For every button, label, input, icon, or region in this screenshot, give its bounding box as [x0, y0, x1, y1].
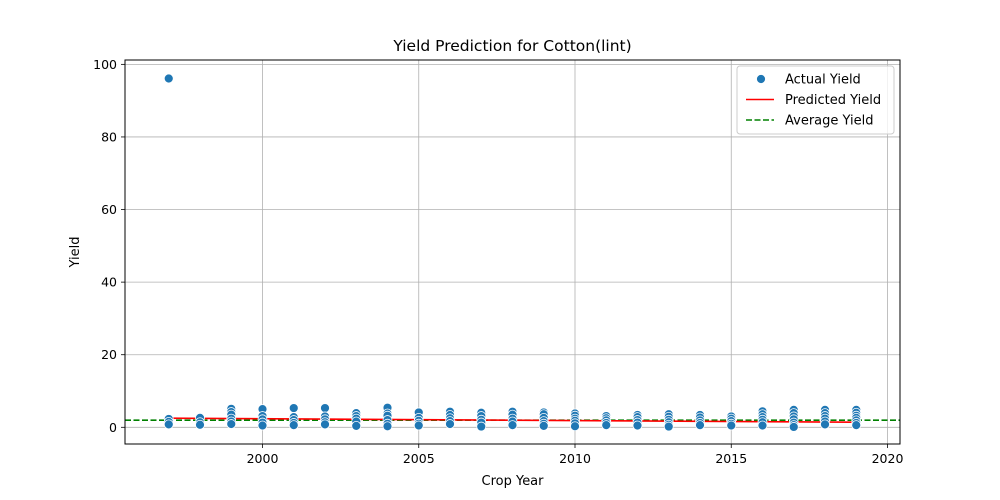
legend-actual-marker [756, 74, 766, 84]
actual-yield-point [382, 421, 393, 432]
actual-yield-point [663, 421, 674, 432]
y-tick-label: 60 [101, 202, 117, 217]
actual-yield-point [163, 419, 174, 430]
legend: Actual Yield Predicted Yield Average Yie… [736, 65, 895, 135]
plot-frame [124, 59, 901, 445]
chart-title: Yield Prediction for Cotton(lint) [392, 37, 631, 55]
actual-yield-points [163, 73, 862, 432]
actual-yield-point [445, 419, 455, 429]
actual-yield-point [163, 73, 174, 84]
x-tick-label: 2005 [403, 451, 435, 466]
actual-yield-point [320, 419, 330, 430]
actual-yield-point [820, 419, 830, 430]
actual-yield-point [288, 420, 299, 431]
y-axis-label: Yield [68, 237, 83, 269]
actual-yield-point [538, 420, 549, 431]
actual-yield-point [288, 403, 299, 413]
x-axis-ticks: 2000 2005 2010 2015 2020 [247, 444, 904, 466]
y-axis-ticks: 0 20 40 60 80 100 [93, 57, 125, 435]
actual-yield-point [351, 420, 362, 431]
actual-yield-point [413, 420, 424, 431]
legend-average-label: Average Yield [785, 114, 873, 129]
actual-yield-point [601, 420, 612, 431]
actual-yield-point [507, 420, 518, 431]
actual-yield-point [757, 420, 768, 431]
actual-yield-point [226, 419, 237, 429]
x-tick-label: 2020 [872, 451, 904, 466]
actual-yield-point [788, 422, 799, 432]
actual-yield-point [570, 421, 580, 432]
legend-predicted-label: Predicted Yield [785, 93, 881, 108]
x-tick-label: 2000 [247, 451, 279, 466]
y-tick-label: 80 [101, 129, 117, 144]
actual-yield-point [695, 420, 705, 431]
actual-yield-point [726, 420, 737, 431]
actual-yield-point [195, 419, 205, 430]
actual-yield-point [476, 421, 487, 432]
y-tick-label: 20 [101, 347, 117, 362]
actual-yield-point [851, 420, 862, 431]
y-tick-label: 40 [101, 275, 117, 290]
actual-yield-point [632, 420, 643, 431]
grid [125, 60, 900, 444]
legend-box [736, 65, 895, 135]
x-tick-label: 2010 [559, 451, 591, 466]
y-tick-label: 0 [109, 420, 117, 435]
x-tick-label: 2015 [715, 451, 747, 466]
actual-yield-point [320, 403, 330, 413]
x-axis-label: Crop Year [482, 474, 545, 489]
actual-yield-point [257, 420, 268, 431]
y-tick-label: 100 [93, 57, 117, 72]
legend-actual-label: Actual Yield [785, 73, 861, 88]
